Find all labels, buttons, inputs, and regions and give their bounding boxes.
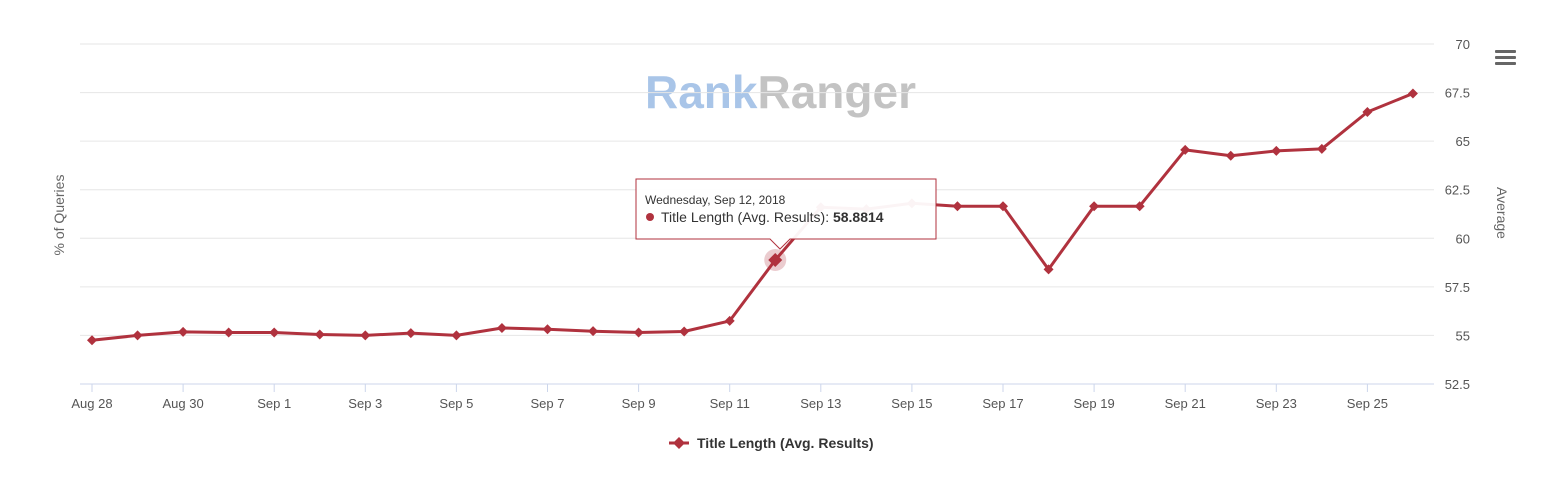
data-point[interactable] bbox=[1362, 107, 1373, 117]
y-tick-label: 70 bbox=[1456, 37, 1470, 52]
legend-item-title-length[interactable]: Title Length (Avg. Results) bbox=[697, 435, 874, 451]
x-tick-label: Sep 13 bbox=[800, 396, 841, 411]
tooltip-colon: : bbox=[825, 209, 833, 225]
menu-bar-bottom bbox=[1495, 62, 1516, 65]
data-point[interactable] bbox=[1043, 264, 1054, 275]
data-point[interactable] bbox=[360, 330, 371, 341]
x-tick-label: Sep 11 bbox=[710, 396, 750, 411]
data-point[interactable] bbox=[633, 327, 644, 338]
x-tick-label: Sep 19 bbox=[1073, 396, 1114, 411]
y-axis-right: 52.5 55 57.5 60 62.5 65 67.5 70 bbox=[1445, 37, 1470, 392]
x-tick-label: Sep 17 bbox=[982, 396, 1023, 411]
data-point[interactable] bbox=[1134, 201, 1145, 212]
tooltip-box bbox=[635, 178, 937, 250]
data-point[interactable] bbox=[132, 330, 143, 341]
svg-text:Title Length (Avg. Results): 5: Title Length (Avg. Results): 58.8814 bbox=[661, 209, 884, 225]
watermark-rank: Rank bbox=[645, 66, 758, 118]
y-tick-label: 62.5 bbox=[1445, 183, 1470, 198]
data-point[interactable] bbox=[679, 326, 690, 337]
menu-bar-top bbox=[1495, 50, 1516, 53]
legend[interactable]: Title Length (Avg. Results) bbox=[669, 435, 874, 451]
y-axis-title-left: % of Queries bbox=[51, 175, 67, 256]
data-point[interactable] bbox=[1180, 144, 1191, 155]
watermark-ranger: Ranger bbox=[757, 66, 916, 118]
x-tick-label: Aug 28 bbox=[71, 396, 112, 411]
svg-text:RankRanger: RankRanger bbox=[645, 66, 916, 118]
data-point[interactable] bbox=[542, 324, 553, 335]
tooltip-series-marker bbox=[646, 213, 654, 221]
x-tick-label: Sep 7 bbox=[531, 396, 565, 411]
data-point[interactable] bbox=[724, 315, 735, 326]
x-tick-label: Sep 25 bbox=[1347, 396, 1388, 411]
x-tick-label: Sep 15 bbox=[891, 396, 932, 411]
data-point[interactable] bbox=[223, 327, 234, 338]
x-tick-label: Sep 9 bbox=[622, 396, 656, 411]
data-point[interactable] bbox=[405, 328, 416, 339]
data-point[interactable] bbox=[1089, 201, 1100, 212]
hamburger-menu-icon[interactable] bbox=[1490, 44, 1520, 72]
watermark: RankRanger bbox=[645, 66, 916, 118]
y-tick-label: 52.5 bbox=[1445, 377, 1470, 392]
tooltip-date: Wednesday, Sep 12, 2018 bbox=[645, 193, 786, 207]
y-tick-label: 60 bbox=[1456, 231, 1470, 246]
data-point[interactable] bbox=[998, 201, 1008, 212]
menu-bar-middle bbox=[1495, 56, 1516, 59]
data-point[interactable] bbox=[952, 201, 963, 212]
x-tick-label: Sep 23 bbox=[1256, 396, 1297, 411]
x-tick-label: Sep 5 bbox=[439, 396, 473, 411]
x-tick-label: Sep 3 bbox=[348, 396, 382, 411]
data-point[interactable] bbox=[269, 327, 280, 338]
y-tick-label: 65 bbox=[1456, 134, 1470, 149]
data-point[interactable] bbox=[1271, 145, 1282, 156]
y-tick-label: 55 bbox=[1456, 328, 1470, 343]
y-axis-title-right: Average bbox=[1494, 187, 1510, 239]
legend-diamond-icon bbox=[673, 437, 685, 449]
data-point[interactable] bbox=[588, 326, 599, 337]
data-point[interactable] bbox=[496, 323, 507, 334]
y-tick-label: 57.5 bbox=[1445, 280, 1470, 295]
x-axis: Aug 28 Aug 30 Sep 1 Sep 3 Sep 5 Sep 7 Sep 9 Sep… bbox=[71, 383, 1434, 411]
tooltip-series-name: Title Length (Avg. Results) bbox=[661, 209, 825, 225]
data-point[interactable] bbox=[1225, 150, 1236, 161]
data-point[interactable] bbox=[1316, 143, 1327, 154]
x-tick-label: Sep 1 bbox=[257, 396, 291, 411]
data-point[interactable] bbox=[451, 330, 462, 341]
data-point[interactable] bbox=[1407, 88, 1418, 99]
y-tick-label: 67.5 bbox=[1445, 86, 1470, 101]
tooltip: Wednesday, Sep 12, 2018 Title Length (Av… bbox=[635, 178, 937, 250]
data-point[interactable] bbox=[768, 253, 783, 268]
data-point[interactable] bbox=[314, 329, 325, 340]
x-tick-label: Sep 21 bbox=[1165, 396, 1206, 411]
x-tick-label: Aug 30 bbox=[162, 396, 203, 411]
series-line bbox=[91, 92, 1414, 342]
data-point[interactable] bbox=[178, 326, 189, 337]
tooltip-value: 58.8814 bbox=[833, 209, 884, 225]
data-point[interactable] bbox=[87, 335, 97, 346]
series-title-length bbox=[87, 88, 1418, 346]
